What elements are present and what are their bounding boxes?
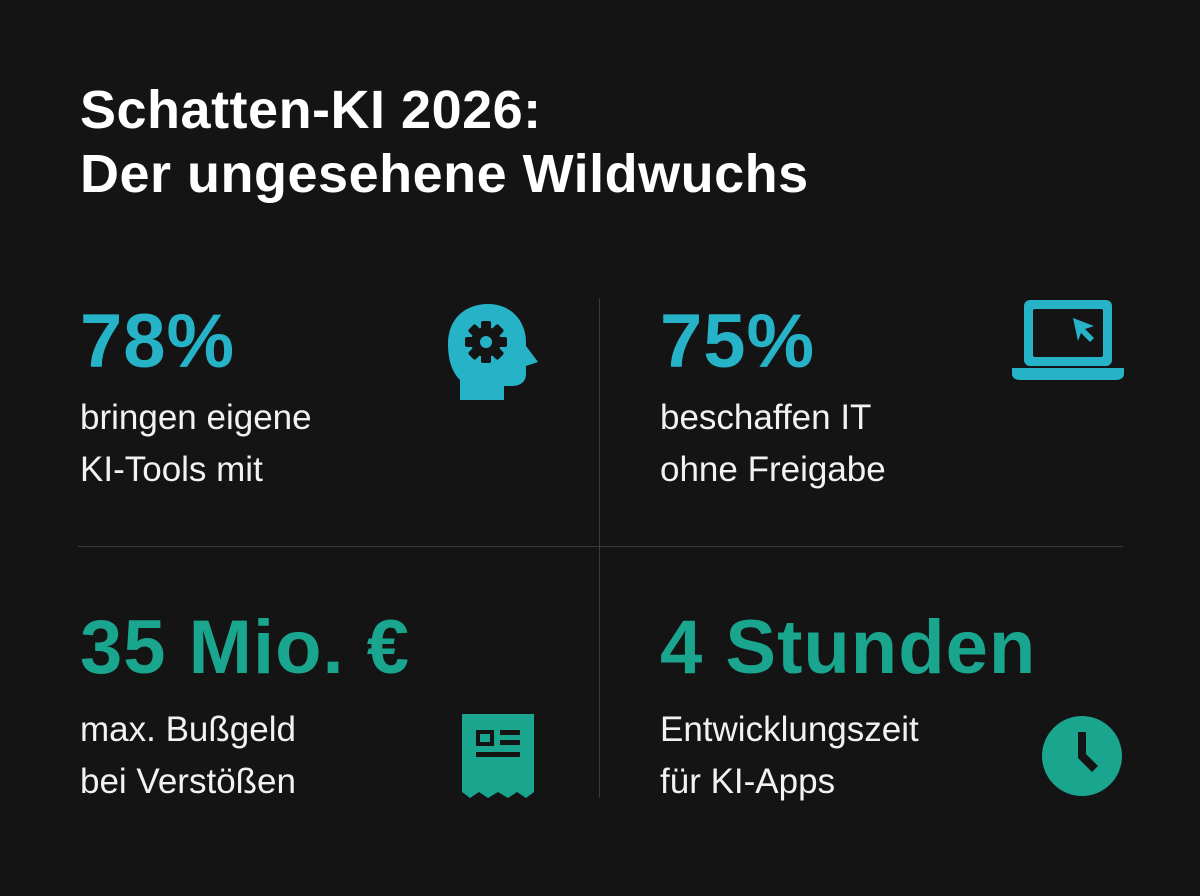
horizontal-divider [78,546,1123,547]
stat-description: bringen eigene KI-Tools mit [80,392,312,496]
stat-value: 35 Mio. € [80,605,410,690]
clock-icon [1040,714,1124,803]
stat-description-line-2: für KI-Apps [660,762,836,801]
stat-description: Entwicklungszeit für KI-Apps [660,704,1036,808]
stat-description: max. Bußgeld bei Verstößen [80,704,410,808]
receipt-icon [460,712,536,803]
stat-card-dev-time: 4 Stunden Entwicklungszeit für KI-Apps [660,606,1036,808]
stat-description-line-2: KI-Tools mit [80,450,263,489]
stat-description-line-1: max. Bußgeld [80,710,296,749]
stat-description-line-1: beschaffen IT [660,398,872,437]
stat-description-line-1: Entwicklungszeit [660,710,919,749]
laptop-cursor-icon [1010,296,1126,389]
stat-description-line-1: bringen eigene [80,398,312,437]
head-gear-icon [440,300,544,409]
stat-description: beschaffen IT ohne Freigabe [660,392,886,496]
stat-value: 4 Stunden [660,605,1037,690]
stat-card-fine: 35 Mio. € max. Bußgeld bei Verstößen [80,606,410,808]
stat-card-tools: 78% bringen eigene KI-Tools mit [80,300,312,496]
stat-value: 78% [80,299,236,384]
stat-value: 75% [660,299,816,384]
vertical-divider [599,298,600,798]
stat-description-line-2: ohne Freigabe [660,450,886,489]
title-line-1: Schatten-KI 2026: [80,80,542,140]
title-line-2: Der ungesehene Wildwuchs [80,144,809,204]
page-title: Schatten-KI 2026: Der ungesehene Wildwuc… [80,78,809,206]
stat-description-line-2: bei Verstößen [80,762,296,801]
stat-card-procurement: 75% beschaffen IT ohne Freigabe [660,300,886,496]
